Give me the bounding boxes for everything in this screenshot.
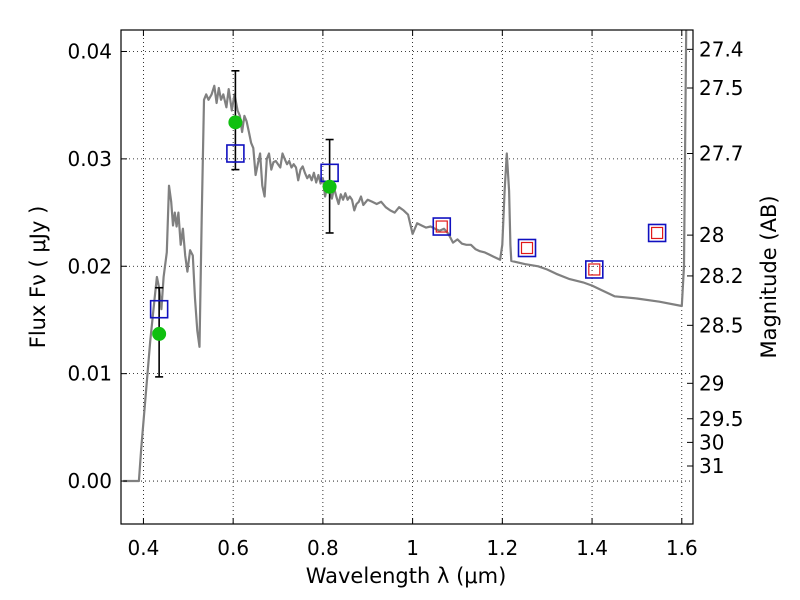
right-tick-label: 29 xyxy=(699,371,724,395)
x-tick-label: 1.2 xyxy=(486,536,518,560)
right-tick-label: 28.2 xyxy=(699,264,744,288)
green-circle-marker xyxy=(152,326,167,341)
plot-frame xyxy=(120,29,694,525)
red-square-marker xyxy=(520,241,534,255)
right-tick-label: 28 xyxy=(699,223,724,247)
blue-square-marker xyxy=(585,260,604,279)
y-tick-label: 0.00 xyxy=(67,469,112,493)
right-tick-label: 30 xyxy=(699,430,724,454)
x-tick-label: 1.4 xyxy=(576,536,608,560)
blue-square-marker xyxy=(647,223,667,243)
x-tick-label: 1.6 xyxy=(666,536,698,560)
y-tick-label: 0.04 xyxy=(67,39,112,63)
x-tick-label: 0.4 xyxy=(128,536,160,560)
red-square-marker xyxy=(651,226,664,240)
right-tick-label: 27.4 xyxy=(699,37,744,61)
right-tick-label: 27.5 xyxy=(699,76,744,100)
plot-content xyxy=(123,30,688,483)
y-axis-left: 0.00 0.01 0.02 0.03 0.04 xyxy=(67,39,127,493)
right-tick-label: 29.5 xyxy=(699,407,744,431)
red-square-marker xyxy=(435,220,448,233)
right-tick-label: 28.5 xyxy=(699,313,744,337)
x-axis-label: Wavelength λ (μm) xyxy=(306,564,507,588)
y-tick-label: 0.02 xyxy=(67,254,112,278)
grid-lines xyxy=(121,30,693,524)
y-tick-label: 0.03 xyxy=(67,147,112,171)
y-axis-right-label: Magnitude (AB) xyxy=(757,195,781,358)
model-spectrum-line xyxy=(123,30,688,483)
blue-square-marker xyxy=(226,144,245,163)
x-tick-label: 0.8 xyxy=(307,536,339,560)
right-tick-label: 27.7 xyxy=(699,142,744,166)
x-tick-label: 1 xyxy=(406,536,419,560)
x-axis: 0.4 0.6 0.8 1 1.2 1.4 1.6 xyxy=(128,30,698,560)
plot-area xyxy=(123,30,688,483)
blue-square-marker xyxy=(149,299,169,319)
x-tick-label: 0.6 xyxy=(217,536,249,560)
right-tick-label: 31 xyxy=(699,454,724,478)
green-circle-marker xyxy=(322,179,337,194)
y-axis-label: Flux Fν ( μJy ) xyxy=(26,206,50,349)
green-circle-marker xyxy=(228,115,243,130)
red-square-marker xyxy=(588,263,601,276)
blue-square-marker xyxy=(432,217,452,236)
y-tick-label: 0.01 xyxy=(67,362,112,386)
blue-square-marker xyxy=(517,238,537,258)
